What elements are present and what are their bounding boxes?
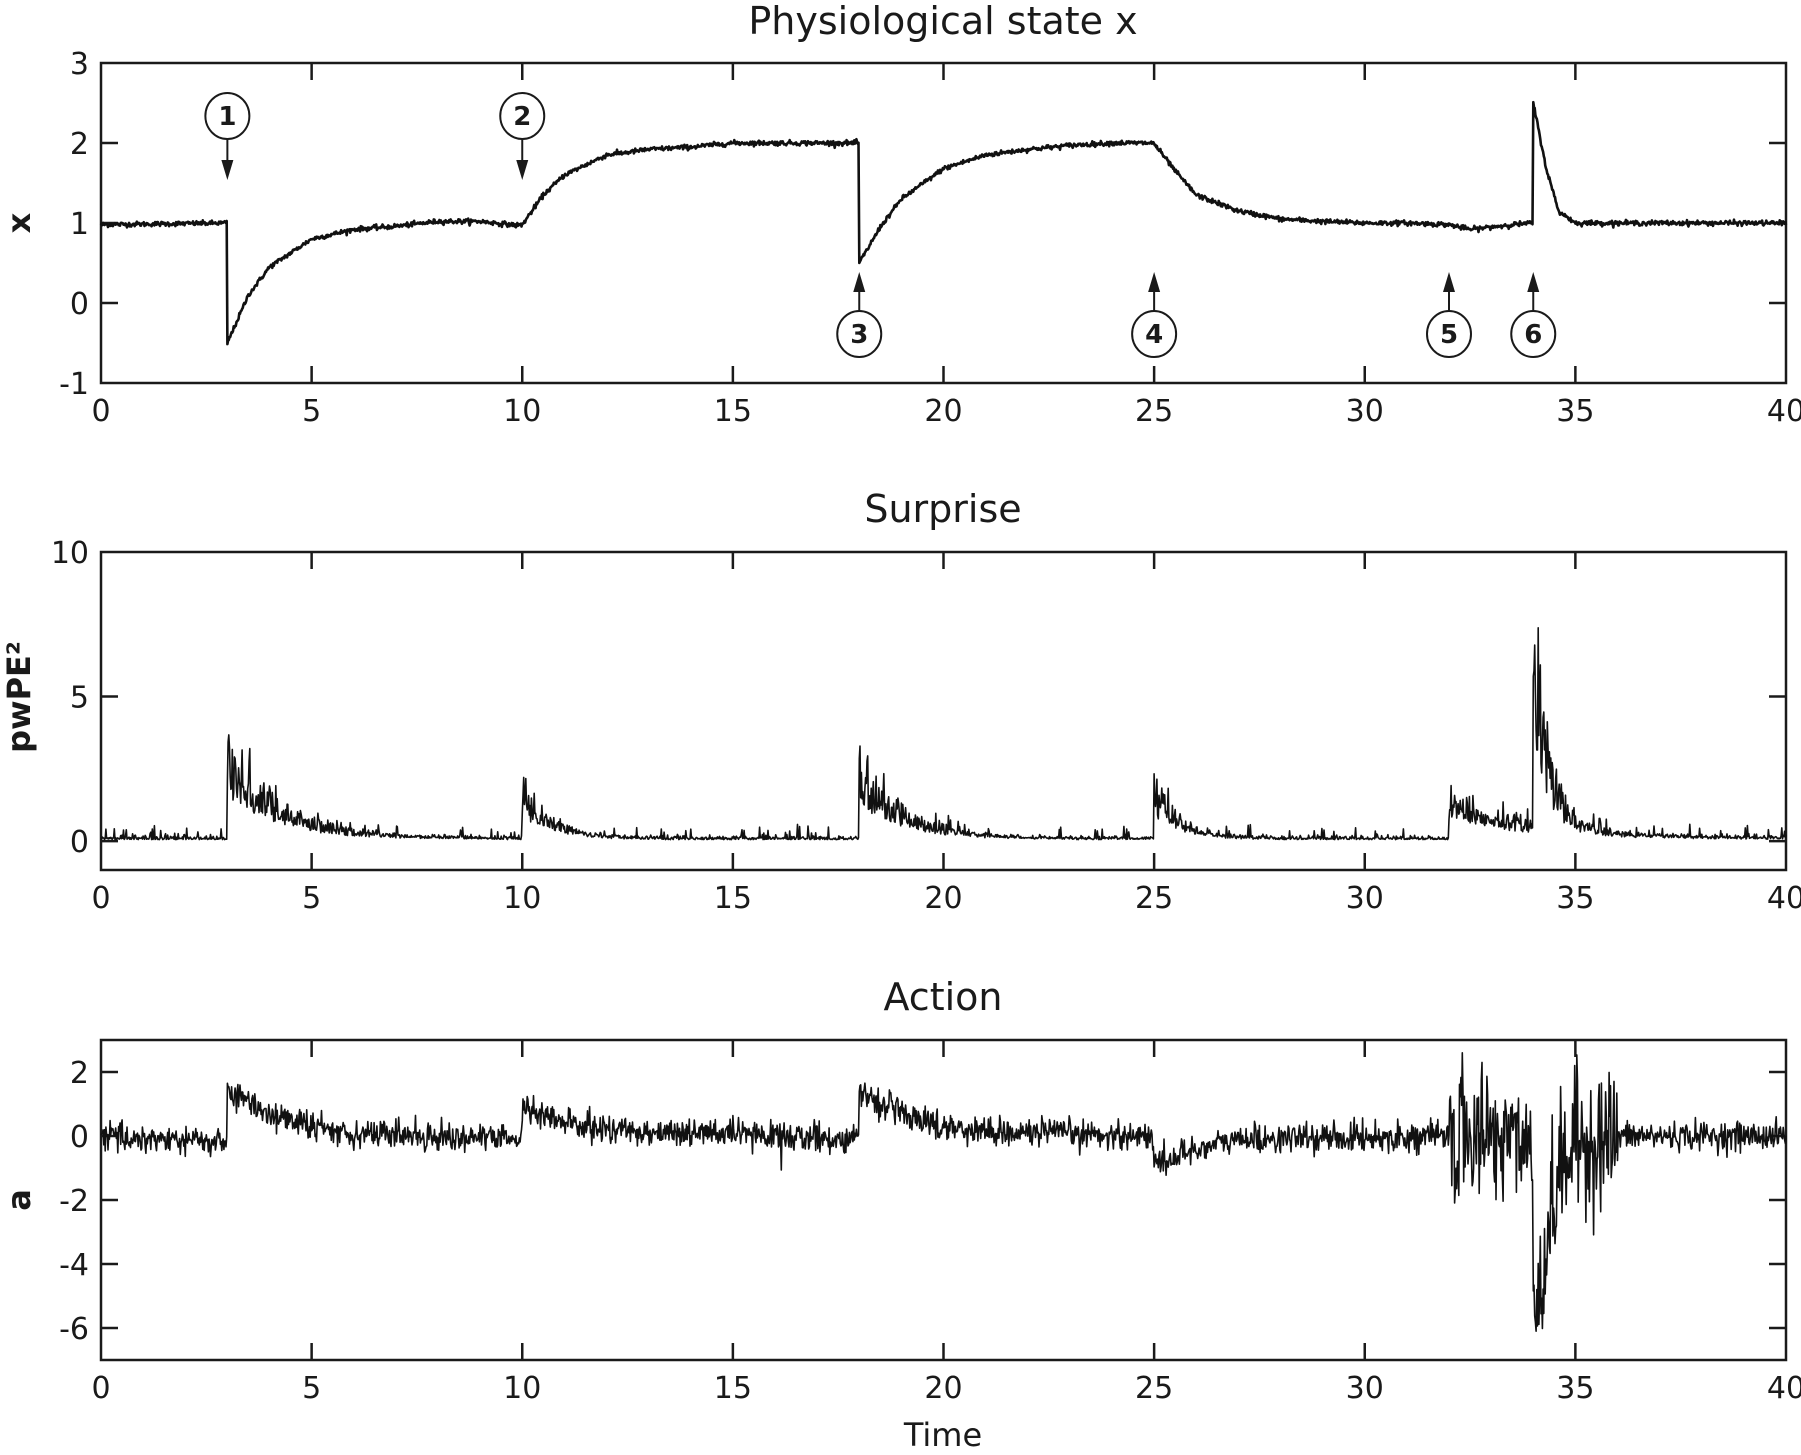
panel-title: Surprise	[864, 487, 1021, 531]
event-marker-1: 1	[204, 92, 251, 180]
pwpe-trace	[100, 627, 1787, 841]
y-tick-label: 2	[70, 1056, 89, 1091]
x-tick-label: 0	[91, 394, 110, 429]
x-tick-label: 10	[503, 881, 541, 916]
event-number: 3	[850, 320, 868, 350]
x-tick-label: 5	[302, 394, 321, 429]
event-number: 6	[1524, 320, 1542, 350]
x-tick-label: 30	[1346, 1371, 1384, 1406]
y-tick-label: 0	[70, 1120, 89, 1155]
event-number: 2	[513, 102, 531, 132]
y-axis-label: x	[0, 212, 38, 233]
event-number: 1	[218, 102, 236, 132]
panel-surprise: Surprise pwPE² 0 5 10 15 20 25 30 35 40 0 5 10	[0, 487, 1801, 916]
event-number: 5	[1440, 320, 1458, 350]
axes: 0 5 10 15 20 25 30 35 40 -6 -4 -2 0 2	[59, 1038, 1801, 1406]
y-tick-label: -1	[59, 367, 89, 402]
panel-title: Physiological state x	[748, 0, 1137, 43]
x-tick-label: 15	[714, 1371, 752, 1406]
panel-title: Action	[883, 975, 1002, 1019]
y-tick-label: 3	[70, 47, 89, 82]
x-tick-label: 0	[91, 1371, 110, 1406]
action-trace	[100, 1052, 1787, 1332]
x-tick-label: 30	[1346, 881, 1384, 916]
arrow-icon	[853, 272, 866, 292]
x-tick-label: 25	[1135, 1371, 1173, 1406]
y-tick-label: -6	[59, 1312, 89, 1347]
x-tick-label: 35	[1556, 881, 1594, 916]
x-tick-label: 10	[503, 1371, 541, 1406]
y-tick-label: 0	[70, 287, 89, 322]
x-tick-label: 30	[1346, 394, 1384, 429]
event-number: 4	[1145, 320, 1163, 350]
x-tick-label: 25	[1135, 394, 1173, 429]
x-tick-label: 35	[1556, 1371, 1594, 1406]
x-tick-label: 40	[1767, 1371, 1801, 1406]
y-tick-label: 5	[70, 681, 89, 716]
x-tick-label: 20	[924, 394, 962, 429]
arrow-icon	[516, 160, 529, 180]
arrow-icon	[1443, 272, 1455, 292]
y-tick-label: -4	[59, 1248, 89, 1283]
series-line	[100, 1052, 1787, 1332]
x-tick-label: 20	[924, 881, 962, 916]
y-tick-label: 1	[70, 207, 89, 242]
event-marker-6: 6	[1510, 272, 1557, 358]
x-tick-label: 40	[1767, 394, 1801, 429]
y-axis-label: pwPE²	[0, 641, 38, 753]
event-marker-2: 2	[499, 92, 546, 180]
series-line	[99, 100, 1788, 346]
y-tick-label: 2	[70, 127, 89, 162]
arrow-icon	[1527, 272, 1540, 292]
arrow-icon	[221, 160, 234, 180]
event-marker-4: 4	[1131, 272, 1178, 358]
event-marker-5: 5	[1426, 272, 1472, 358]
x-tick-label: 15	[714, 394, 752, 429]
y-tick-label: 0	[70, 825, 89, 860]
x-tick-label: 5	[302, 1371, 321, 1406]
x-tick-label: 40	[1767, 881, 1801, 916]
x-tick-label: 5	[302, 881, 321, 916]
x-tick-label: 0	[91, 881, 110, 916]
y-tick-label: -2	[59, 1184, 89, 1219]
arrow-icon	[1148, 272, 1161, 292]
x-tick-label: 10	[503, 394, 541, 429]
panel-action: Action a 0 5 10 15 20 25 30 35 40 -6 -4 -2 0 2 Time	[0, 975, 1801, 1454]
panel-physiological-state: Physiological state x x 0 5 10 15 20 25 30 35 40…	[0, 0, 1801, 429]
x-tick-label: 15	[714, 881, 752, 916]
x-tick-label: 35	[1556, 394, 1594, 429]
axes: 0 5 10 15 20 25 30 35 40 0 5 10	[51, 536, 1801, 916]
event-marker-3: 3	[836, 272, 883, 358]
series-line	[100, 627, 1787, 841]
y-tick-label: 10	[51, 536, 89, 571]
y-axis-label: a	[0, 1189, 38, 1211]
event-annotations: 1 2 3 4 5 6	[204, 92, 1557, 358]
x-tick-label: 20	[924, 1371, 962, 1406]
x-axis-label: Time	[903, 1416, 982, 1454]
x-tick-label: 25	[1135, 881, 1173, 916]
x-trace	[99, 100, 1788, 346]
